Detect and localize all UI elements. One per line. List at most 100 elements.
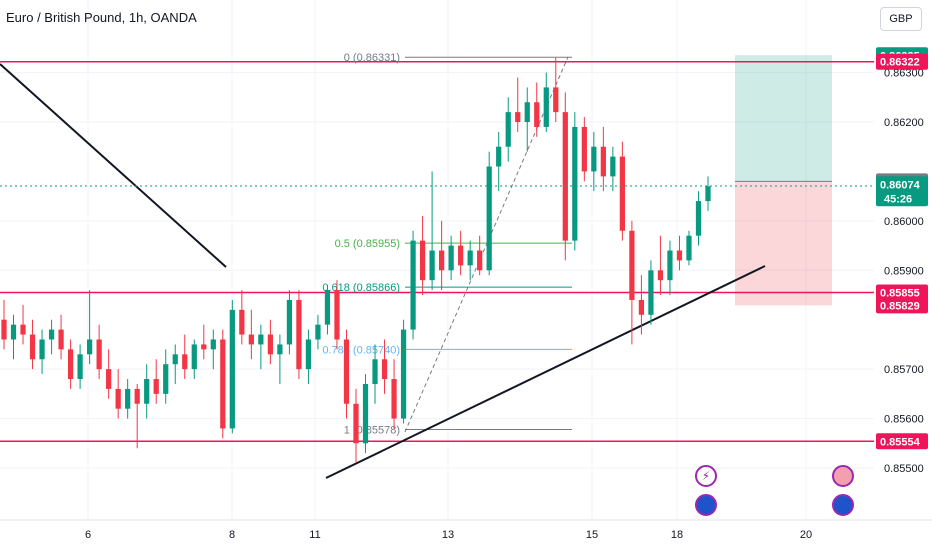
time-tick-label: 11 [309, 529, 320, 541]
price-badge [876, 433, 928, 450]
candle-body [172, 354, 178, 365]
candle-body [29, 334, 36, 360]
price-badge-label: 0.86074 [880, 179, 921, 191]
candle-body [667, 250, 673, 281]
candle-body [686, 235, 692, 261]
candle-body [439, 250, 445, 271]
time-tick-label: 8 [229, 529, 235, 541]
candle-body [48, 329, 55, 340]
candle-body [591, 146, 597, 172]
ascending-trend-line[interactable] [325, 265, 766, 479]
time-tick-label: 18 [671, 529, 683, 541]
price-tick-label: 0.86000 [884, 216, 924, 228]
candle-body [372, 359, 378, 384]
price-badge [876, 284, 928, 301]
candle-body [248, 334, 254, 345]
stop-zone [735, 181, 832, 306]
candle-body [343, 339, 350, 404]
eu-flag-icon-2[interactable] [832, 494, 854, 516]
currency-button[interactable]: GBP [880, 7, 922, 31]
candle-body [258, 334, 264, 345]
price-badge [876, 53, 928, 70]
candle-body [87, 339, 93, 355]
lightning-icon-glyph: ⚡ [702, 469, 710, 483]
candle-body [505, 112, 511, 147]
candle-body [524, 102, 530, 122]
event-icons: ⚡ [695, 465, 854, 516]
candle-body [115, 388, 121, 409]
time-tick-label: 20 [800, 529, 812, 541]
trend-lines [0, 56, 766, 479]
position-zones [735, 55, 832, 306]
candle-body [610, 156, 616, 177]
candle-body [448, 245, 454, 271]
fib-trend-dashed-line [404, 56, 569, 433]
price-axis: 0.86300 0.86200 0.86000 0.85900 0.85700 0.856… [874, 0, 932, 520]
candle-body [629, 230, 635, 300]
price-tick-label: 0.85700 [884, 364, 924, 376]
candle-body [581, 126, 587, 172]
lightning-icon[interactable] [695, 465, 717, 487]
candle-body [96, 339, 102, 370]
candle-body [134, 388, 140, 404]
candle-body [58, 329, 64, 350]
candle-body [543, 87, 549, 127]
countdown-label: 45:26 [884, 193, 912, 205]
candle-body [391, 379, 397, 419]
candle-body [381, 359, 388, 380]
chart-title: Euro / British Pound, 1h, OANDA [6, 10, 197, 25]
candle-body [534, 102, 540, 127]
candle-body [572, 126, 578, 241]
eu-flag-icon[interactable] [695, 494, 717, 516]
horizontal-levels [0, 60, 874, 443]
fib-level-label: 0.786 (0.85740) [322, 344, 400, 356]
candle-body [267, 334, 273, 355]
candle-body [400, 329, 407, 419]
candle-body [305, 339, 312, 370]
candle-body [562, 112, 568, 241]
candle-body [39, 339, 45, 360]
candle-body [67, 349, 74, 380]
time-tick-label: 15 [586, 529, 598, 541]
candle-body [182, 354, 188, 370]
candle-body [20, 324, 26, 335]
candle-body [201, 344, 207, 350]
candle-body [153, 379, 159, 394]
candle-body [410, 240, 416, 330]
candle-body [695, 201, 702, 236]
fib-level-label: 0.5 (0.85955) [335, 238, 400, 250]
candle-body [496, 146, 502, 167]
time-tick-label: 13 [442, 529, 454, 541]
candle-body [210, 339, 216, 350]
price-tick-label: 0.85500 [884, 463, 924, 475]
candle-body [106, 369, 112, 389]
uk-flag-icon[interactable] [832, 465, 854, 487]
candle-body [220, 339, 226, 429]
candle-body [486, 166, 492, 271]
target-zone [735, 55, 832, 182]
candle-body [191, 344, 197, 370]
candle-body [657, 270, 664, 281]
price-badge-label: 0.86322 [880, 57, 920, 69]
candles [1, 57, 711, 464]
candle-body [334, 290, 340, 340]
candle-body [600, 146, 606, 177]
descending-trend-line[interactable] [0, 63, 227, 268]
candle-body [10, 324, 17, 340]
candle-body [229, 309, 235, 429]
candle-body [1, 319, 7, 340]
candle-body [648, 270, 654, 315]
candle-body [77, 354, 83, 380]
candle-body [315, 324, 321, 340]
candle-body [125, 388, 131, 409]
price-tick-label: 0.86300 [884, 68, 924, 80]
price-badge-label: 0.85829 [880, 300, 920, 312]
price-tick-label: 0.85600 [884, 414, 924, 426]
candle-body [429, 250, 435, 281]
price-tick-label: 0.86200 [884, 117, 924, 129]
price-badge [876, 176, 928, 207]
fib-level-label: 0 (0.86331) [344, 52, 400, 64]
candle-body [353, 403, 359, 444]
time-axis: 6 8 11 13 15 18 20 [0, 519, 932, 541]
